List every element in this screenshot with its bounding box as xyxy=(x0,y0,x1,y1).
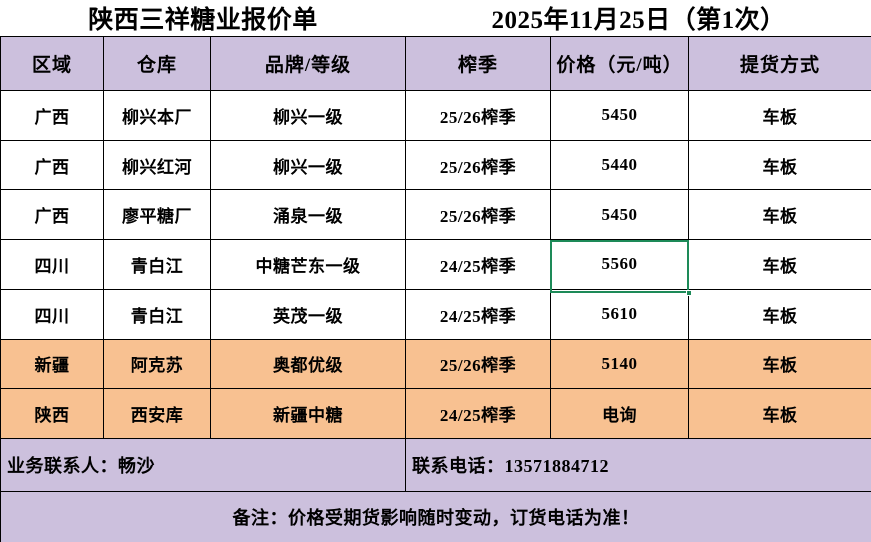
cell-warehouse[interactable]: 廖平糖厂 xyxy=(103,189,211,241)
cell-region[interactable]: 四川 xyxy=(0,288,104,340)
cell-price[interactable]: 5440 xyxy=(550,139,690,191)
contact-person[interactable]: 业务联系人：畅沙 xyxy=(0,438,407,492)
cell-delivery[interactable]: 车板 xyxy=(688,388,871,439)
cell-delivery[interactable]: 车板 xyxy=(688,239,871,290)
cell-warehouse[interactable]: 柳兴本厂 xyxy=(103,90,211,141)
cell-warehouse[interactable]: 青白江 xyxy=(103,239,211,290)
column-header-price[interactable]: 价格（元/吨） xyxy=(550,36,690,91)
active-cell-selection-box[interactable] xyxy=(550,240,689,293)
contact-phone[interactable]: 联系电话：13571884712 xyxy=(405,438,871,492)
table-row: 广西 柳兴红河 柳兴一级 25/26榨季 5440 车板 xyxy=(0,139,871,191)
column-header-delivery[interactable]: 提货方式 xyxy=(688,36,871,91)
footer-note[interactable]: 备注：价格受期货影响随时变动，订货电话为准！ xyxy=(0,491,871,542)
table-row: 广西 柳兴本厂 柳兴一级 25/26榨季 5450 车板 xyxy=(0,90,871,141)
cell-season[interactable]: 25/26榨季 xyxy=(405,338,552,390)
cell-region[interactable]: 四川 xyxy=(0,239,104,290)
column-header-region[interactable]: 区域 xyxy=(0,36,104,91)
cell-price[interactable]: 5140 xyxy=(550,338,690,390)
cell-brand-grade[interactable]: 涌泉一级 xyxy=(209,189,407,241)
cell-season[interactable]: 24/25榨季 xyxy=(405,288,552,340)
cell-warehouse[interactable]: 西安库 xyxy=(103,388,211,439)
cell-region[interactable]: 新疆 xyxy=(0,338,104,390)
cell-brand-grade[interactable]: 英茂一级 xyxy=(209,288,407,340)
cell-delivery[interactable]: 车板 xyxy=(688,90,871,141)
cell-region[interactable]: 陕西 xyxy=(0,388,104,439)
contact-row: 业务联系人：畅沙 联系电话：13571884712 xyxy=(0,438,871,492)
cell-brand-grade[interactable]: 柳兴一级 xyxy=(209,90,407,141)
cell-price[interactable]: 电询 xyxy=(550,388,690,439)
table-row: 四川 青白江 中糖芒东一级 24/25榨季 5560 车板 xyxy=(0,239,871,290)
cell-delivery[interactable]: 车板 xyxy=(688,338,871,390)
cell-season[interactable]: 25/26榨季 xyxy=(405,90,552,141)
table-row: 四川 青白江 英茂一级 24/25榨季 5610 车板 xyxy=(0,288,871,340)
cell-brand-grade[interactable]: 柳兴一级 xyxy=(209,139,407,191)
cell-delivery[interactable]: 车板 xyxy=(688,139,871,191)
cell-season[interactable]: 25/26榨季 xyxy=(405,189,552,241)
cell-region[interactable]: 广西 xyxy=(0,189,104,241)
column-header-brand-grade[interactable]: 品牌/等级 xyxy=(209,36,407,91)
column-header-warehouse[interactable]: 仓库 xyxy=(103,36,211,91)
table-row: 广西 廖平糖厂 涌泉一级 25/26榨季 5450 车板 xyxy=(0,189,871,241)
cell-price[interactable]: 5450 xyxy=(550,189,690,241)
cell-warehouse[interactable]: 柳兴红河 xyxy=(103,139,211,191)
document-date[interactable]: 2025年11月25日（第1次） xyxy=(405,0,871,37)
table-row: 新疆 阿克苏 奥都优级 25/26榨季 5140 车板 xyxy=(0,338,871,390)
cell-brand-grade[interactable]: 奥都优级 xyxy=(209,338,407,390)
note-row: 备注：价格受期货影响随时变动，订货电话为准！ xyxy=(0,491,871,542)
cell-delivery[interactable]: 车板 xyxy=(688,189,871,241)
cell-brand-grade[interactable]: 中糖芒东一级 xyxy=(209,239,407,290)
column-header-season[interactable]: 榨季 xyxy=(405,36,552,91)
cell-season[interactable]: 24/25榨季 xyxy=(405,388,552,439)
cell-brand-grade[interactable]: 新疆中糖 xyxy=(209,388,407,439)
cell-region[interactable]: 广西 xyxy=(0,90,104,141)
table-header-row: 区域 仓库 品牌/等级 榨季 价格（元/吨） 提货方式 xyxy=(0,36,871,91)
cell-price[interactable]: 5450 xyxy=(550,90,690,141)
cell-price[interactable]: 5610 xyxy=(550,288,690,340)
cell-delivery[interactable]: 车板 xyxy=(688,288,871,340)
cell-price-selected[interactable]: 5560 xyxy=(550,239,690,290)
cell-warehouse[interactable]: 青白江 xyxy=(103,288,211,340)
cell-warehouse[interactable]: 阿克苏 xyxy=(103,338,211,390)
fill-handle[interactable] xyxy=(686,290,692,296)
document-title[interactable]: 陕西三祥糖业报价单 xyxy=(0,0,406,37)
cell-season[interactable]: 24/25榨季 xyxy=(405,239,552,290)
table-row: 陕西 西安库 新疆中糖 24/25榨季 电询 车板 xyxy=(0,388,871,439)
cell-season[interactable]: 25/26榨季 xyxy=(405,139,552,191)
cell-region[interactable]: 广西 xyxy=(0,139,104,191)
title-row: 陕西三祥糖业报价单 2025年11月25日（第1次） xyxy=(0,0,871,37)
